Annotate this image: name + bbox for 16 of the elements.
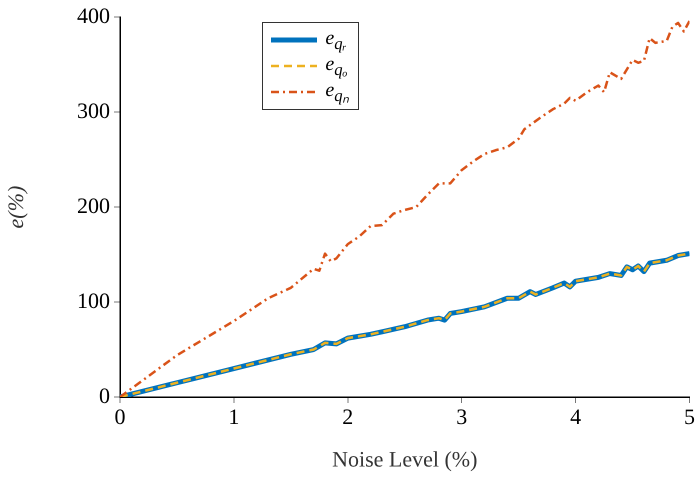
y-tick-label: 300 (77, 98, 110, 123)
x-tick-label: 1 (228, 404, 240, 429)
y-tick-label: 0 (99, 382, 110, 408)
x-tick-label: 0 (114, 404, 126, 429)
y-tick-label: 400 (77, 2, 110, 28)
y-tick-label: 200 (77, 192, 110, 218)
y-axis-title: e(%) (2, 186, 28, 228)
x-axis-title: Noise Level (%) (332, 446, 478, 472)
y-tick-label: 100 (77, 288, 110, 313)
x-tick-label: 3 (456, 404, 468, 429)
x-tick-label: 5 (684, 404, 695, 429)
legend-label: e$_{qₒ}$ (325, 52, 348, 80)
legend-label: e$_{qₙ}$ (325, 78, 350, 106)
legend-label: e$_{qᵣ}$ (325, 26, 347, 54)
x-tick-label: 4 (570, 404, 582, 429)
x-tick-label: 2 (342, 404, 354, 429)
